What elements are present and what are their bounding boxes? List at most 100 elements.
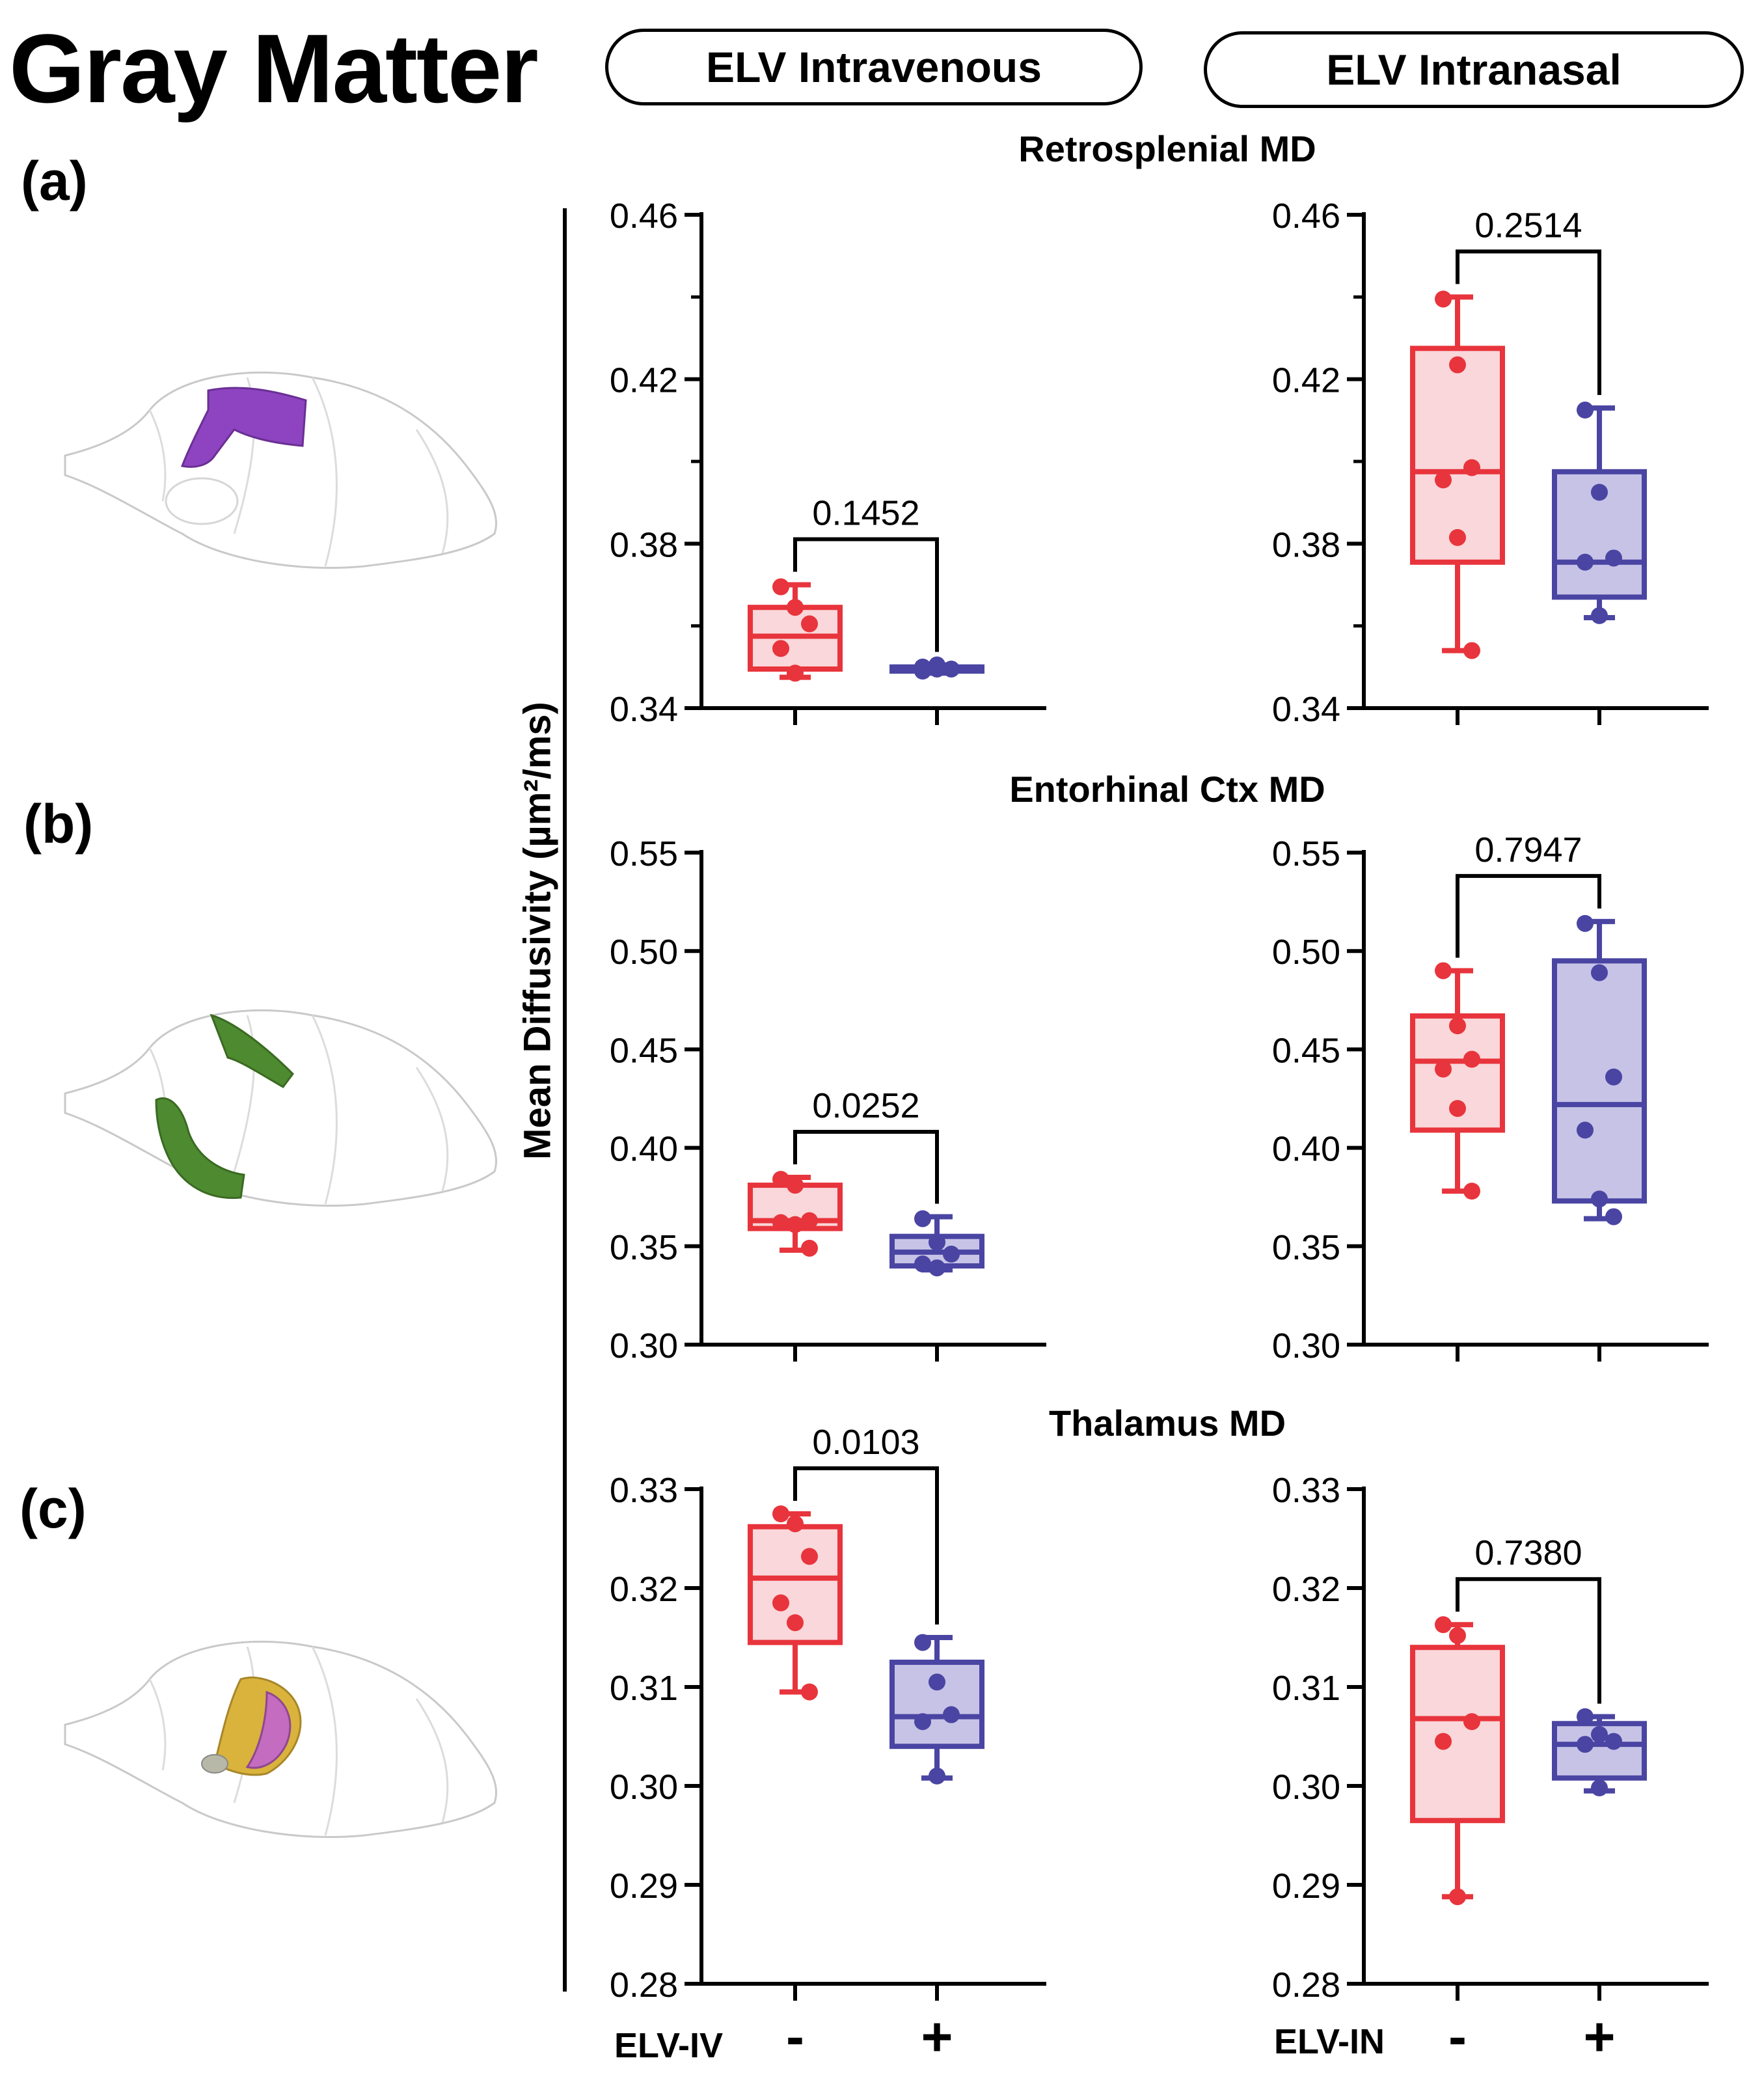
chart0-control-point-1	[787, 599, 804, 616]
chart1-control-point-5	[1463, 642, 1480, 659]
chart3-control-point-4	[1449, 1100, 1466, 1117]
chart5-control-box	[1410, 1645, 1505, 1824]
panel-label-a: (a)	[21, 150, 88, 212]
chart4-ytick-label-2: 0.30	[610, 1768, 678, 1807]
chart3-control-point-0	[1435, 962, 1452, 980]
chart5-treated-point-1	[1591, 1725, 1608, 1743]
chart5-significance-bracket	[1456, 1577, 1601, 1704]
chart5-xtick-label-0: -	[1448, 2006, 1467, 2067]
chart0-p-value: 0.1452	[812, 494, 919, 533]
chart3-treated-point-5	[1605, 1208, 1622, 1226]
panel-label-b: (b)	[23, 793, 94, 855]
chart5-ytick-label-1: 0.29	[1272, 1867, 1340, 1906]
chart5-control-point-0	[1435, 1616, 1452, 1634]
chart3-significance-bracket	[1456, 873, 1601, 958]
chart5-ytick-label-5: 0.33	[1272, 1471, 1340, 1510]
chart5-treated-point-0	[1577, 1708, 1594, 1725]
chart3-treated-point-1	[1591, 964, 1608, 981]
chart4-ytick-label-4: 0.32	[610, 1570, 678, 1609]
chart3-p-value: 0.7947	[1474, 830, 1582, 870]
chart0-control-point-4	[787, 665, 804, 682]
chart1-ytick-label-0: 0.34	[1272, 690, 1340, 729]
chart3-control-point-3	[1435, 1060, 1452, 1078]
chart3-ytick-label-4: 0.50	[1272, 933, 1340, 972]
chart3-treated-point-3	[1577, 1121, 1594, 1139]
chart4-treated-point-0	[914, 1634, 931, 1651]
row-title-entorhinal: Entorhinal Ctx MD	[1009, 769, 1325, 810]
chart4-xtick-label-0: -	[786, 2006, 804, 2067]
chart1-ytick-label-2: 0.42	[1272, 361, 1340, 400]
chart1-control-point-4	[1449, 528, 1466, 546]
chart0-ytick-label-2: 0.42	[610, 361, 678, 400]
chart4-treated-point-1	[929, 1673, 945, 1691]
chart5-control-point-3	[1435, 1733, 1452, 1750]
left-divider-line	[563, 208, 567, 1992]
chart3-ytick-label-5: 0.55	[1272, 834, 1340, 873]
chart1-control-box	[1410, 346, 1505, 565]
chart5-treated-box	[1552, 1721, 1647, 1781]
chart5-ytick-label-2: 0.30	[1272, 1768, 1340, 1807]
chart4-p-value: 0.0103	[812, 1423, 919, 1462]
chart0-control-point-0	[772, 578, 789, 596]
chart0-ytick-label-1: 0.38	[610, 525, 678, 564]
chart1-significance-bracket	[1456, 249, 1601, 395]
chart2-ytick-label-3: 0.45	[610, 1031, 678, 1070]
chart3-control-point-2	[1463, 1050, 1480, 1068]
chart1-treated-point-0	[1577, 402, 1594, 419]
chart4-control-point-2	[801, 1548, 818, 1565]
chart2-control-point-0	[772, 1170, 789, 1188]
chart5-ytick-label-3: 0.31	[1272, 1669, 1340, 1708]
chart4-control-point-3	[772, 1594, 789, 1611]
chart1-treated-point-4	[1591, 607, 1608, 624]
chart4-ytick-label-3: 0.31	[610, 1669, 678, 1708]
chart3-treated-box	[1552, 958, 1647, 1204]
chart2-control-point-2	[801, 1212, 818, 1229]
panel-label-c: (c)	[20, 1478, 87, 1539]
chart5-xtick-label-1: +	[1583, 2006, 1615, 2067]
chart3-treated-point-2	[1605, 1068, 1622, 1086]
chart1-ytick-label-3: 0.46	[1272, 197, 1340, 236]
chart2-ytick-label-0: 0.30	[610, 1326, 678, 1365]
chart0-treated-point-3	[914, 658, 931, 676]
chart0-significance-bracket	[793, 537, 939, 652]
row-title-retrosplenial: Retrosplenial MD	[1018, 128, 1316, 169]
column-header-intravenous: ELV Intravenous	[605, 29, 1143, 105]
chart2-treated-point-3	[914, 1255, 931, 1273]
chart2-control-point-5	[801, 1239, 818, 1257]
chart2-significance-bracket	[793, 1129, 939, 1204]
chart4-treated-point-2	[943, 1706, 960, 1723]
chart5-treated-point-4	[1591, 1779, 1608, 1797]
chart3-treated-point-0	[1577, 914, 1594, 932]
chart0-treated-point-4	[929, 656, 945, 674]
chart2-p-value: 0.0252	[812, 1086, 919, 1125]
brain-illustration-c	[64, 1640, 498, 1839]
x-group-label-in: ELV-IN	[1274, 2022, 1385, 2061]
chart0-ytick-label-3: 0.46	[610, 197, 678, 236]
x-group-label-iv: ELV-IV	[614, 2026, 724, 2065]
chart4-treated-point-3	[914, 1713, 931, 1731]
chart3-treated-point-4	[1591, 1190, 1608, 1208]
chart0-ytick-label-0: 0.34	[610, 690, 678, 729]
chart4-ytick-label-5: 0.33	[610, 1471, 678, 1510]
chart2-treated-point-1	[929, 1233, 945, 1251]
chart1-treated-point-3	[1577, 553, 1594, 571]
figure-title: Gray Matter	[9, 14, 539, 123]
chart5-ytick-label-0: 0.28	[1272, 1966, 1340, 2005]
chart4-control-point-0	[772, 1505, 789, 1522]
brain-illustration-b	[64, 1009, 498, 1207]
chart1-control-point-3	[1435, 471, 1452, 489]
chart0-control-point-2	[801, 615, 818, 633]
chart2-ytick-label-1: 0.35	[610, 1228, 678, 1267]
column-header-intranasal: ELV Intranasal	[1204, 31, 1744, 108]
chart3-control-point-5	[1463, 1183, 1480, 1200]
chart5-ytick-label-4: 0.32	[1272, 1570, 1340, 1609]
chart4-xtick-label-1: +	[921, 2006, 953, 2067]
chart4-control-point-4	[787, 1614, 804, 1632]
chart1-treated-point-2	[1605, 549, 1622, 567]
chart2-control-point-4	[787, 1216, 804, 1233]
chart0-control-point-3	[772, 640, 789, 657]
chart4-ytick-label-1: 0.29	[610, 1867, 678, 1906]
chart1-control-point-2	[1463, 459, 1480, 476]
chart2-ytick-label-2: 0.40	[610, 1130, 678, 1169]
chart4-treated-point-4	[929, 1767, 945, 1785]
